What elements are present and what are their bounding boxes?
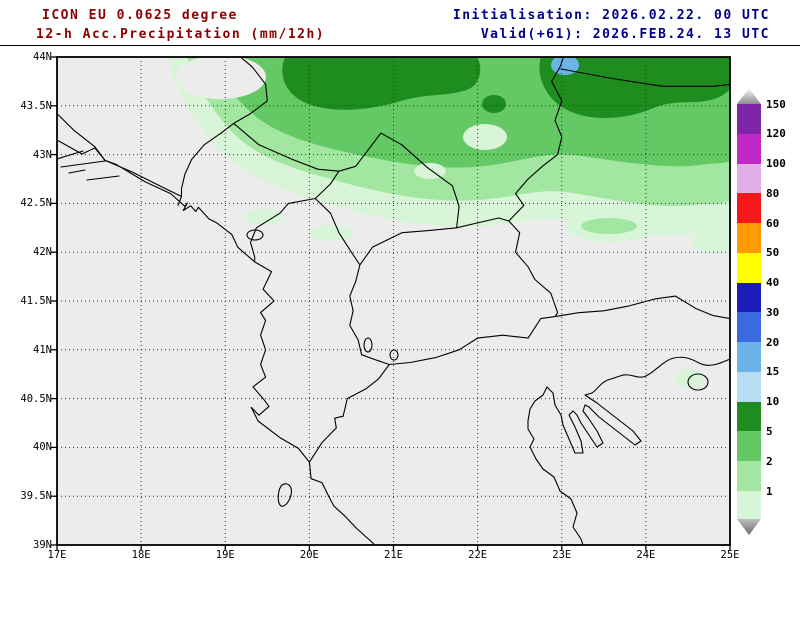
lat-axis-label: 43N bbox=[33, 148, 52, 161]
adriatic-coastline bbox=[57, 139, 376, 545]
parameter-title: 12-h Acc.Precipitation (mm/12h) bbox=[36, 27, 326, 42]
map-frame bbox=[56, 56, 731, 546]
aegean-coastline bbox=[527, 356, 730, 545]
colorbar-value-label: 15 bbox=[766, 365, 780, 379]
colorbar-segment bbox=[737, 461, 761, 491]
lat-axis-label: 40.5N bbox=[20, 392, 52, 405]
colorbar-overflow-top-triangle bbox=[737, 88, 761, 104]
lat-axis-label: 39N bbox=[33, 539, 52, 551]
lon-axis-label: 24E bbox=[636, 549, 656, 561]
precip-fringe-west bbox=[244, 209, 284, 225]
lat-axis-label: 43.5N bbox=[20, 99, 52, 112]
precip-dark-spot bbox=[482, 95, 506, 113]
colorbar-segment bbox=[737, 163, 761, 194]
colorbar-segment bbox=[737, 371, 761, 402]
colorbar-underflow-bottom-triangle bbox=[737, 518, 761, 535]
header-divider bbox=[0, 45, 800, 46]
lon-axis-label: 17E bbox=[47, 549, 67, 561]
precip-patch-east-core bbox=[581, 218, 637, 234]
colorbar-value-label: 5 bbox=[766, 424, 773, 438]
lat-axis-label: 40N bbox=[33, 441, 52, 454]
precip-area-10mm-east bbox=[539, 57, 730, 118]
colorbar-segment bbox=[737, 282, 761, 313]
geo-layer bbox=[57, 57, 730, 545]
precip-layer bbox=[168, 57, 730, 387]
colorbar-value-label: 2 bbox=[766, 454, 773, 468]
lon-axis-label: 20E bbox=[299, 549, 319, 561]
precip-area-10mm-center bbox=[282, 57, 481, 110]
colorbar-segment bbox=[737, 252, 761, 283]
colorbar-segment bbox=[737, 401, 761, 432]
lon-axis-label: 21E bbox=[384, 549, 403, 561]
colorbar-value-label: 120 bbox=[766, 127, 786, 141]
thasos-island bbox=[687, 373, 709, 391]
colorbar-value-label: 10 bbox=[766, 395, 780, 409]
lat-axis-label: 39.5N bbox=[20, 490, 52, 503]
colorbar bbox=[737, 88, 761, 535]
map-svg bbox=[51, 56, 731, 551]
country-borders bbox=[57, 57, 730, 463]
colorbar-value-label: 100 bbox=[766, 157, 786, 171]
lon-axis-label: 23E bbox=[552, 549, 572, 561]
colorbar-segment bbox=[737, 490, 761, 519]
lake-ohrid bbox=[363, 337, 373, 353]
lat-axis-label: 42.5N bbox=[20, 197, 52, 210]
colorbar-value-label: 50 bbox=[766, 246, 780, 260]
lake-skadar bbox=[246, 229, 264, 241]
lon-axis-label: 19E bbox=[215, 549, 235, 561]
lon-axis-label: 25E bbox=[720, 549, 740, 561]
lat-axis-label: 44N bbox=[33, 51, 52, 63]
colorbar-value-label: 60 bbox=[766, 216, 780, 230]
grid-layer bbox=[57, 57, 730, 545]
colorbar-value-label: 20 bbox=[766, 335, 780, 349]
precip-light-gap-2 bbox=[414, 163, 446, 179]
colorbar-segment bbox=[737, 223, 761, 253]
colorbar-value-label: 30 bbox=[766, 305, 780, 319]
precip-dry-gap bbox=[176, 57, 266, 99]
colorbar-segment bbox=[737, 193, 761, 224]
corfu-island bbox=[277, 483, 292, 507]
lat-axis-label: 41N bbox=[33, 343, 52, 356]
lon-axis-label: 18E bbox=[131, 549, 151, 561]
colorbar-value-label: 150 bbox=[766, 97, 786, 111]
colorbar-segment bbox=[737, 104, 761, 134]
colorbar-value-label: 80 bbox=[766, 186, 780, 200]
colorbar-value-label: 1 bbox=[766, 484, 773, 498]
colorbar-segments bbox=[737, 104, 761, 519]
precip-fringe-center bbox=[309, 225, 353, 241]
lat-axis-label: 41.5N bbox=[20, 295, 52, 307]
lat-axis-label: 42N bbox=[33, 246, 52, 259]
lake-prespa bbox=[389, 349, 399, 361]
model-title: ICON EU 0.0625 degree bbox=[42, 8, 238, 23]
colorbar-segment bbox=[737, 342, 761, 372]
valid-time-label: Valid(+61): 2026.FEB.24. 13 UTC bbox=[480, 27, 770, 42]
lon-axis-label: 22E bbox=[468, 549, 488, 561]
tick-layer bbox=[51, 56, 731, 551]
colorbar-segment bbox=[737, 312, 761, 343]
precip-patch-far-east bbox=[691, 229, 730, 253]
colorbar-segment bbox=[737, 431, 761, 462]
croatian-islands bbox=[57, 150, 120, 181]
init-time-label: Initialisation: 2026.02.22. 00 UTC bbox=[452, 8, 770, 23]
precip-light-gap-1 bbox=[463, 124, 507, 150]
colorbar-segment bbox=[737, 133, 761, 164]
colorbar-value-label: 40 bbox=[766, 276, 780, 290]
